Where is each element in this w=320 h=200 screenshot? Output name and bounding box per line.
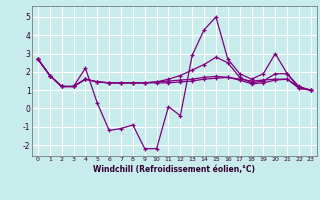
X-axis label: Windchill (Refroidissement éolien,°C): Windchill (Refroidissement éolien,°C)	[93, 165, 255, 174]
